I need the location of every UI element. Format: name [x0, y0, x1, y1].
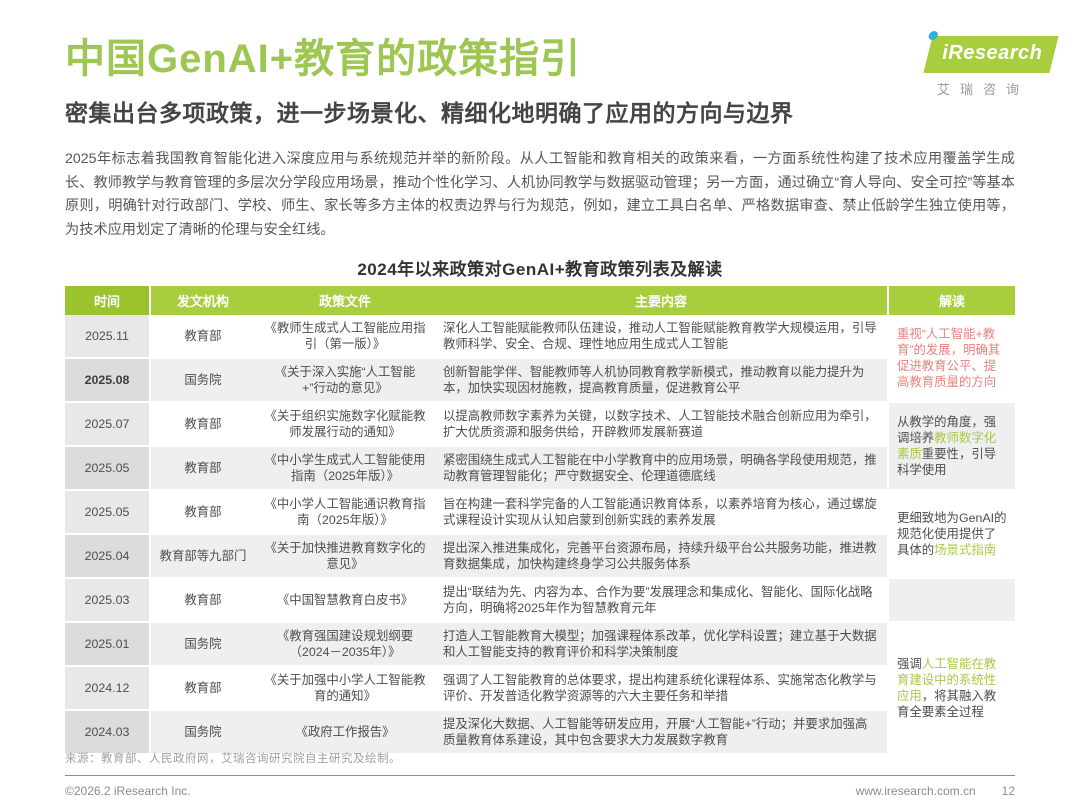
website-url: www.iresearch.com.cn — [855, 784, 976, 798]
time-cell: 2025.01 — [65, 622, 151, 667]
interpretation-segment-green: 教师数字化素质 — [897, 431, 997, 461]
doc-cell: 《关于组织实施数字化赋能教师发展行动的通知》 — [255, 402, 435, 447]
policy-row: 2025.08 国务院 《关于深入实施“人工智能+”行动的意见》 创新智能学伴、智能教… — [65, 358, 1015, 403]
page-number: 12 — [1001, 784, 1015, 798]
policy-row: 2025.07 教育部 《关于组织实施数字化赋能教师发展行动的通知》 以提高教师数字素… — [65, 402, 1015, 491]
org-cell: 教育部 — [150, 578, 255, 623]
time-cell: 2025.05 — [65, 490, 151, 535]
doc-cell: 《教育强国建设规划纲要（2024－2035年）》 — [255, 622, 435, 667]
interpretation-cell: 强调人工智能在教育建设中的系统性应用，将其融入教育全要素全过程 — [887, 622, 1015, 755]
interpretation-segment-red: 重视“人工智能+教育”的发展，明确其促进教育公平、提高教育质量的方向 — [897, 327, 1001, 389]
org-cell: 国务院 — [150, 358, 255, 403]
doc-cell: 《关于加强中小学人工智能教育的通知》 — [255, 666, 435, 711]
org-cell: 教育部 — [150, 402, 255, 447]
policy-row: 2025.03 教育部 《中国智慧教育白皮书》 提出“联结为先、内容为本、合作为要”发… — [65, 578, 1015, 623]
content-cell: 提及深化大数据、人工智能等研发应用，开展“人工智能+”行动；并要求加强高质量教育… — [435, 710, 888, 755]
org-cell: 教育部等九部门 — [150, 534, 255, 579]
org-cell: 教育部 — [150, 490, 255, 535]
org-cell: 教育部 — [150, 446, 255, 491]
time-cell: 2025.08 — [65, 358, 151, 403]
policy-row: 2024.03 国务院 《政府工作报告》 提及深化大数据、人工智能等研发应用，开展“人… — [65, 710, 1015, 755]
content-cell: 紧密围绕生成式人工智能在中小学教育中的应用场景，明确各学段使用规范，推动教育管理… — [435, 446, 888, 491]
interpretation-segment-green: 场景式指南 — [934, 543, 997, 557]
policy-row: 2025.04 教育部等九部门 《关于加快推进教育数字化的意见》 提出深入推进集成化，… — [65, 534, 1015, 579]
org-cell: 国务院 — [150, 710, 255, 755]
interpretation-segment-dark: 强调 — [897, 657, 922, 671]
interpretation-cell: 更细致地为GenAI的规范化使用提供了具体的场景式指南 — [887, 490, 1015, 579]
content-cell: 深化人工智能赋能教师队伍建设，推动人工智能赋能教育教学大规模运用，引导教师科学、… — [435, 315, 888, 359]
doc-cell: 《中小学生成式人工智能使用指南（2025年版）》 — [255, 446, 435, 491]
time-cell: 2025.05 — [65, 446, 151, 491]
column-header-content: 主要内容 — [435, 286, 888, 315]
interpretation-segment-green: 人工智能在教育建设中的系统性应用 — [897, 657, 997, 703]
column-header-doc: 政策文件 — [255, 286, 435, 315]
policy-table: 时间 发文机构 政策文件 主要内容 解读 2025.11 教育部 《教师生成式人工智能应用指… — [65, 286, 1015, 755]
content-cell: 以提高教师数字素养为关键，以数字技术、人工智能技术融合创新应用为牵引，扩大优质资… — [435, 402, 888, 447]
content-cell: 强调了人工智能教育的总体要求，提出构建系统化课程体系、实施常态化教学与评价、开发… — [435, 666, 888, 711]
time-cell: 2025.04 — [65, 534, 151, 579]
time-cell: 2025.03 — [65, 578, 151, 623]
logo-i-dot-icon — [927, 31, 939, 40]
org-cell: 教育部 — [150, 315, 255, 359]
intro-paragraph: 2025年标志着我国教育智能化进入深度应用与系统规范并举的新阶段。从人工智能和教… — [65, 151, 1015, 238]
time-cell: 2024.03 — [65, 710, 151, 755]
page-title: 中国GenAI+教育的政策指引 — [65, 37, 582, 81]
column-header-interp: 解读 — [887, 286, 1015, 315]
doc-cell: 《关于加快推进教育数字化的意见》 — [255, 534, 435, 579]
content-cell: 打造人工智能教育大模型；加强课程体系改革，优化学科设置；建立基于大数据和人工智能… — [435, 622, 888, 667]
org-cell: 国务院 — [150, 622, 255, 667]
interpretation-segment-dark: ，将其融入教育全要素全过程 — [897, 689, 997, 719]
doc-cell: 《中小学人工智能通识教育指南（2025年版）》 — [255, 490, 435, 535]
iresearch-logo: iResearch 艾瑞咨询 — [923, 31, 1059, 98]
interpretation-segment-dark: 重要性，引导科学使用 — [897, 447, 997, 477]
policy-row: 2024.12 教育部 《关于加强中小学人工智能教育的通知》 强调了人工智能教育的总体… — [65, 666, 1015, 711]
source-note: 来源：教育部、人民政府网，艾瑞咨询研究院自主研究及绘制。 — [65, 753, 401, 765]
interpretation-cell — [887, 578, 1015, 623]
iresearch-logo-chinese: 艾瑞咨询 — [936, 82, 1029, 97]
policy-row: 2025.11 教育部 《教师生成式人工智能应用指引（第一版）》 深化人工智能赋能教师… — [65, 315, 1015, 403]
policy-row: 2025.05 教育部 《中小学人工智能通识教育指南（2025年版）》 旨在构建一套科… — [65, 490, 1015, 579]
content-cell: 创新智能学伴、智能教师等人机协同教育教学新模式，推动教育以能力提升为本，加快实现… — [435, 358, 888, 403]
interpretation-segment-dark: 从教学的角度，强调培养 — [897, 415, 997, 445]
footer-divider — [65, 775, 1015, 776]
policy-table-title: 2024年以来政策对GenAI+教育政策列表及解读 — [357, 260, 723, 279]
doc-cell: 《中国智慧教育白皮书》 — [255, 578, 435, 623]
time-cell: 2024.12 — [65, 666, 151, 711]
doc-cell: 《政府工作报告》 — [255, 710, 435, 755]
policy-row: 2025.05 教育部 《中小学生成式人工智能使用指南（2025年版）》 紧密围绕生成… — [65, 446, 1015, 491]
time-cell: 2025.07 — [65, 402, 151, 447]
doc-cell: 《教师生成式人工智能应用指引（第一版）》 — [255, 315, 435, 359]
content-cell: 提出深入推进集成化，完善平台资源布局，持续升级平台公共服务功能，推进教育数据集成… — [435, 534, 888, 579]
content-cell: 提出“联结为先、内容为本、合作为要”发展理念和集成化、智能化、国际化战略方向，明… — [435, 578, 888, 623]
column-header-time: 时间 — [65, 286, 151, 315]
time-cell: 2025.11 — [65, 315, 151, 359]
policy-table-header: 时间 发文机构 政策文件 主要内容 解读 — [65, 286, 1015, 315]
interpretation-cell: 从教学的角度，强调培养教师数字化素质重要性，引导科学使用 — [887, 402, 1015, 491]
iresearch-logo-mark: iResearch — [923, 31, 1059, 73]
org-cell: 教育部 — [150, 666, 255, 711]
interpretation-cell: 重视“人工智能+教育”的发展，明确其促进教育公平、提高教育质量的方向 — [887, 315, 1015, 403]
policy-row: 2025.01 国务院 《教育强国建设规划纲要（2024－2035年）》 打造人工智能… — [65, 622, 1015, 755]
interpretation-segment-dark: 更细致地为GenAI的规范化使用提供了具体的 — [897, 511, 1007, 557]
iresearch-logo-text: iResearch — [942, 42, 1043, 64]
column-header-org: 发文机构 — [150, 286, 255, 315]
page-footer: 来源：教育部、人民政府网，艾瑞咨询研究院自主研究及绘制。 ©2026.2 iRe… — [65, 750, 1015, 798]
copyright-text: ©2026.2 iResearch Inc. — [65, 784, 191, 798]
content-cell: 旨在构建一套科学完备的人工智能通识教育体系，以素养培育为核心，通过螺旋式课程设计… — [435, 490, 888, 535]
doc-cell: 《关于深入实施“人工智能+”行动的意见》 — [255, 358, 435, 403]
page-subtitle: 密集出台多项政策，进一步场景化、精细化地明确了应用的方向与边界 — [65, 100, 794, 126]
